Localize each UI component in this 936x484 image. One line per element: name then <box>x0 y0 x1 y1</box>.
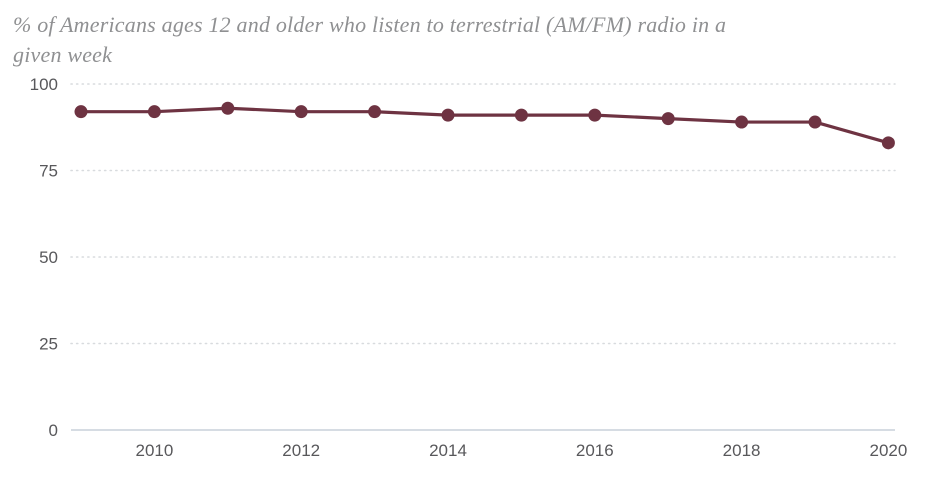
data-point-2015[interactable] <box>514 108 528 122</box>
data-point-2013[interactable] <box>368 105 382 119</box>
x-tick-label-2018: 2018 <box>723 441 761 460</box>
x-tick-label-2016: 2016 <box>576 441 614 460</box>
y-tick-label-25: 25 <box>39 335 58 354</box>
y-tick-label-0: 0 <box>49 421 58 440</box>
chart-title-line-1: % of Americans ages 12 and older who lis… <box>13 12 727 37</box>
data-point-2018[interactable] <box>735 115 749 129</box>
trend-line <box>79 106 891 145</box>
data-point-2011[interactable] <box>221 101 235 115</box>
data-point-2016[interactable] <box>588 108 602 122</box>
y-tick-label-75: 75 <box>39 162 58 181</box>
y-tick-label-50: 50 <box>39 248 58 267</box>
x-tick-label-2010: 2010 <box>135 441 173 460</box>
x-tick-label-2012: 2012 <box>282 441 320 460</box>
data-point-2014[interactable] <box>441 108 455 122</box>
data-point-2019[interactable] <box>808 115 822 129</box>
data-point-2012[interactable] <box>294 105 308 119</box>
x-tick-label-2014: 2014 <box>429 441 467 460</box>
x-tick-label-2020: 2020 <box>869 441 907 460</box>
data-point-2017[interactable] <box>661 112 675 126</box>
data-point-2020[interactable] <box>881 136 895 150</box>
data-point-2009[interactable] <box>74 105 88 119</box>
chart-title-line-2: given week <box>13 42 113 67</box>
data-point-2010[interactable] <box>147 105 161 119</box>
y-tick-label-100: 100 <box>30 75 58 94</box>
chart-title: % of Americans ages 12 and older who lis… <box>13 10 726 70</box>
